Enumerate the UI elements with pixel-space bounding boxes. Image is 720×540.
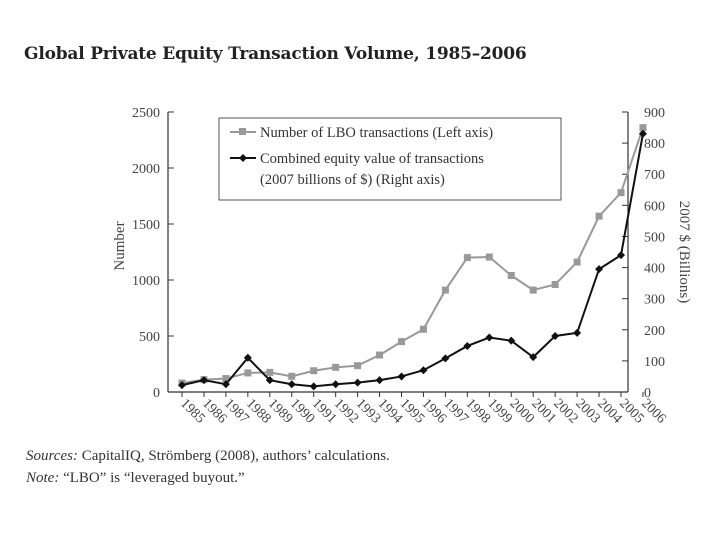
point-equity-value	[573, 328, 582, 337]
point-lbo-count	[573, 258, 581, 266]
point-lbo-count	[354, 362, 362, 370]
point-lbo-count	[507, 272, 515, 280]
caption-sources-label: Sources:	[26, 448, 78, 464]
right-tick-label: 900	[644, 106, 665, 121]
point-lbo-count	[595, 212, 603, 220]
point-equity-value	[287, 380, 296, 389]
point-lbo-count	[266, 368, 274, 376]
caption-note-text: “LBO” is “leveraged buyout.”	[59, 470, 245, 486]
point-equity-value	[221, 380, 230, 389]
legend-label-equity-value-cont: (2007 billions of $) (Right axis)	[260, 172, 445, 188]
point-equity-value	[178, 381, 186, 390]
point-equity-value	[441, 354, 450, 363]
point-lbo-count	[617, 189, 625, 197]
point-equity-value	[243, 353, 252, 362]
point-lbo-count	[419, 325, 427, 333]
point-equity-value	[595, 265, 604, 274]
point-lbo-count	[244, 369, 252, 377]
left-tick-label: 2500	[132, 106, 160, 121]
left-tick-label: 2000	[132, 162, 160, 177]
legend-box	[218, 117, 562, 201]
point-equity-value	[397, 372, 406, 381]
point-equity-value	[463, 341, 472, 350]
left-tick-label: 500	[139, 330, 160, 345]
point-equity-value	[419, 366, 428, 375]
right-tick-label: 100	[644, 355, 665, 370]
left-tick-label: 0	[153, 386, 160, 401]
right-tick-label: 600	[644, 199, 665, 214]
series-line-lbo-count	[181, 127, 644, 385]
point-lbo-count	[529, 286, 537, 294]
right-tick-label: 0	[644, 386, 651, 401]
point-equity-value	[507, 336, 516, 345]
left-axis-title: Number	[112, 221, 128, 270]
right-tick-label: 500	[644, 230, 665, 245]
legend-marker-lbo-count	[239, 128, 246, 135]
point-equity-value	[353, 378, 362, 387]
point-equity-value	[309, 382, 318, 391]
point-lbo-count	[288, 372, 296, 380]
point-equity-value	[331, 380, 340, 389]
point-equity-value	[199, 376, 208, 385]
series-line-equity-value	[181, 133, 644, 388]
caption-note-label: Note:	[26, 470, 60, 486]
left-tick-label: 1000	[132, 274, 160, 289]
point-lbo-count	[639, 124, 647, 132]
point-lbo-count	[551, 280, 559, 288]
left-tick-label: 1500	[132, 218, 160, 233]
right-tick-label: 700	[644, 168, 665, 183]
point-equity-value	[485, 333, 494, 342]
point-lbo-count	[463, 254, 471, 262]
caption-sources: Sources: CapitalIQ, Strömberg (2008), au…	[26, 448, 390, 465]
point-lbo-count	[222, 375, 230, 383]
point-lbo-count	[310, 367, 318, 375]
point-lbo-count	[376, 351, 384, 359]
x-tick-label: 1985	[177, 396, 207, 426]
right-tick-label: 200	[644, 324, 665, 339]
point-lbo-count	[485, 253, 493, 261]
point-equity-value	[617, 251, 625, 260]
legend-marker-equity-value	[239, 154, 247, 162]
right-tick-label: 800	[644, 137, 665, 152]
legend-label-lbo-count: Number of LBO transactions (Left axis)	[260, 125, 493, 141]
point-lbo-count	[441, 286, 449, 294]
figure-title: Global Private Equity Transaction Volume…	[24, 44, 527, 64]
point-equity-value	[265, 376, 274, 385]
right-tick-label: 300	[644, 293, 665, 308]
point-lbo-count	[332, 363, 340, 371]
point-lbo-count	[398, 338, 405, 346]
caption-sources-text: CapitalIQ, Strömberg (2008), authors’ ca…	[77, 448, 390, 464]
point-equity-value	[529, 353, 538, 362]
point-equity-value	[375, 376, 384, 385]
caption-note: Note: “LBO” is “leveraged buyout.”	[26, 470, 245, 487]
legend-label-equity-value: Combined equity value of transactions	[260, 151, 484, 167]
point-equity-value	[638, 129, 647, 138]
right-tick-label: 400	[644, 262, 665, 277]
right-axis-title: 2007 $ (Billions)	[676, 201, 692, 304]
point-equity-value	[551, 332, 560, 340]
